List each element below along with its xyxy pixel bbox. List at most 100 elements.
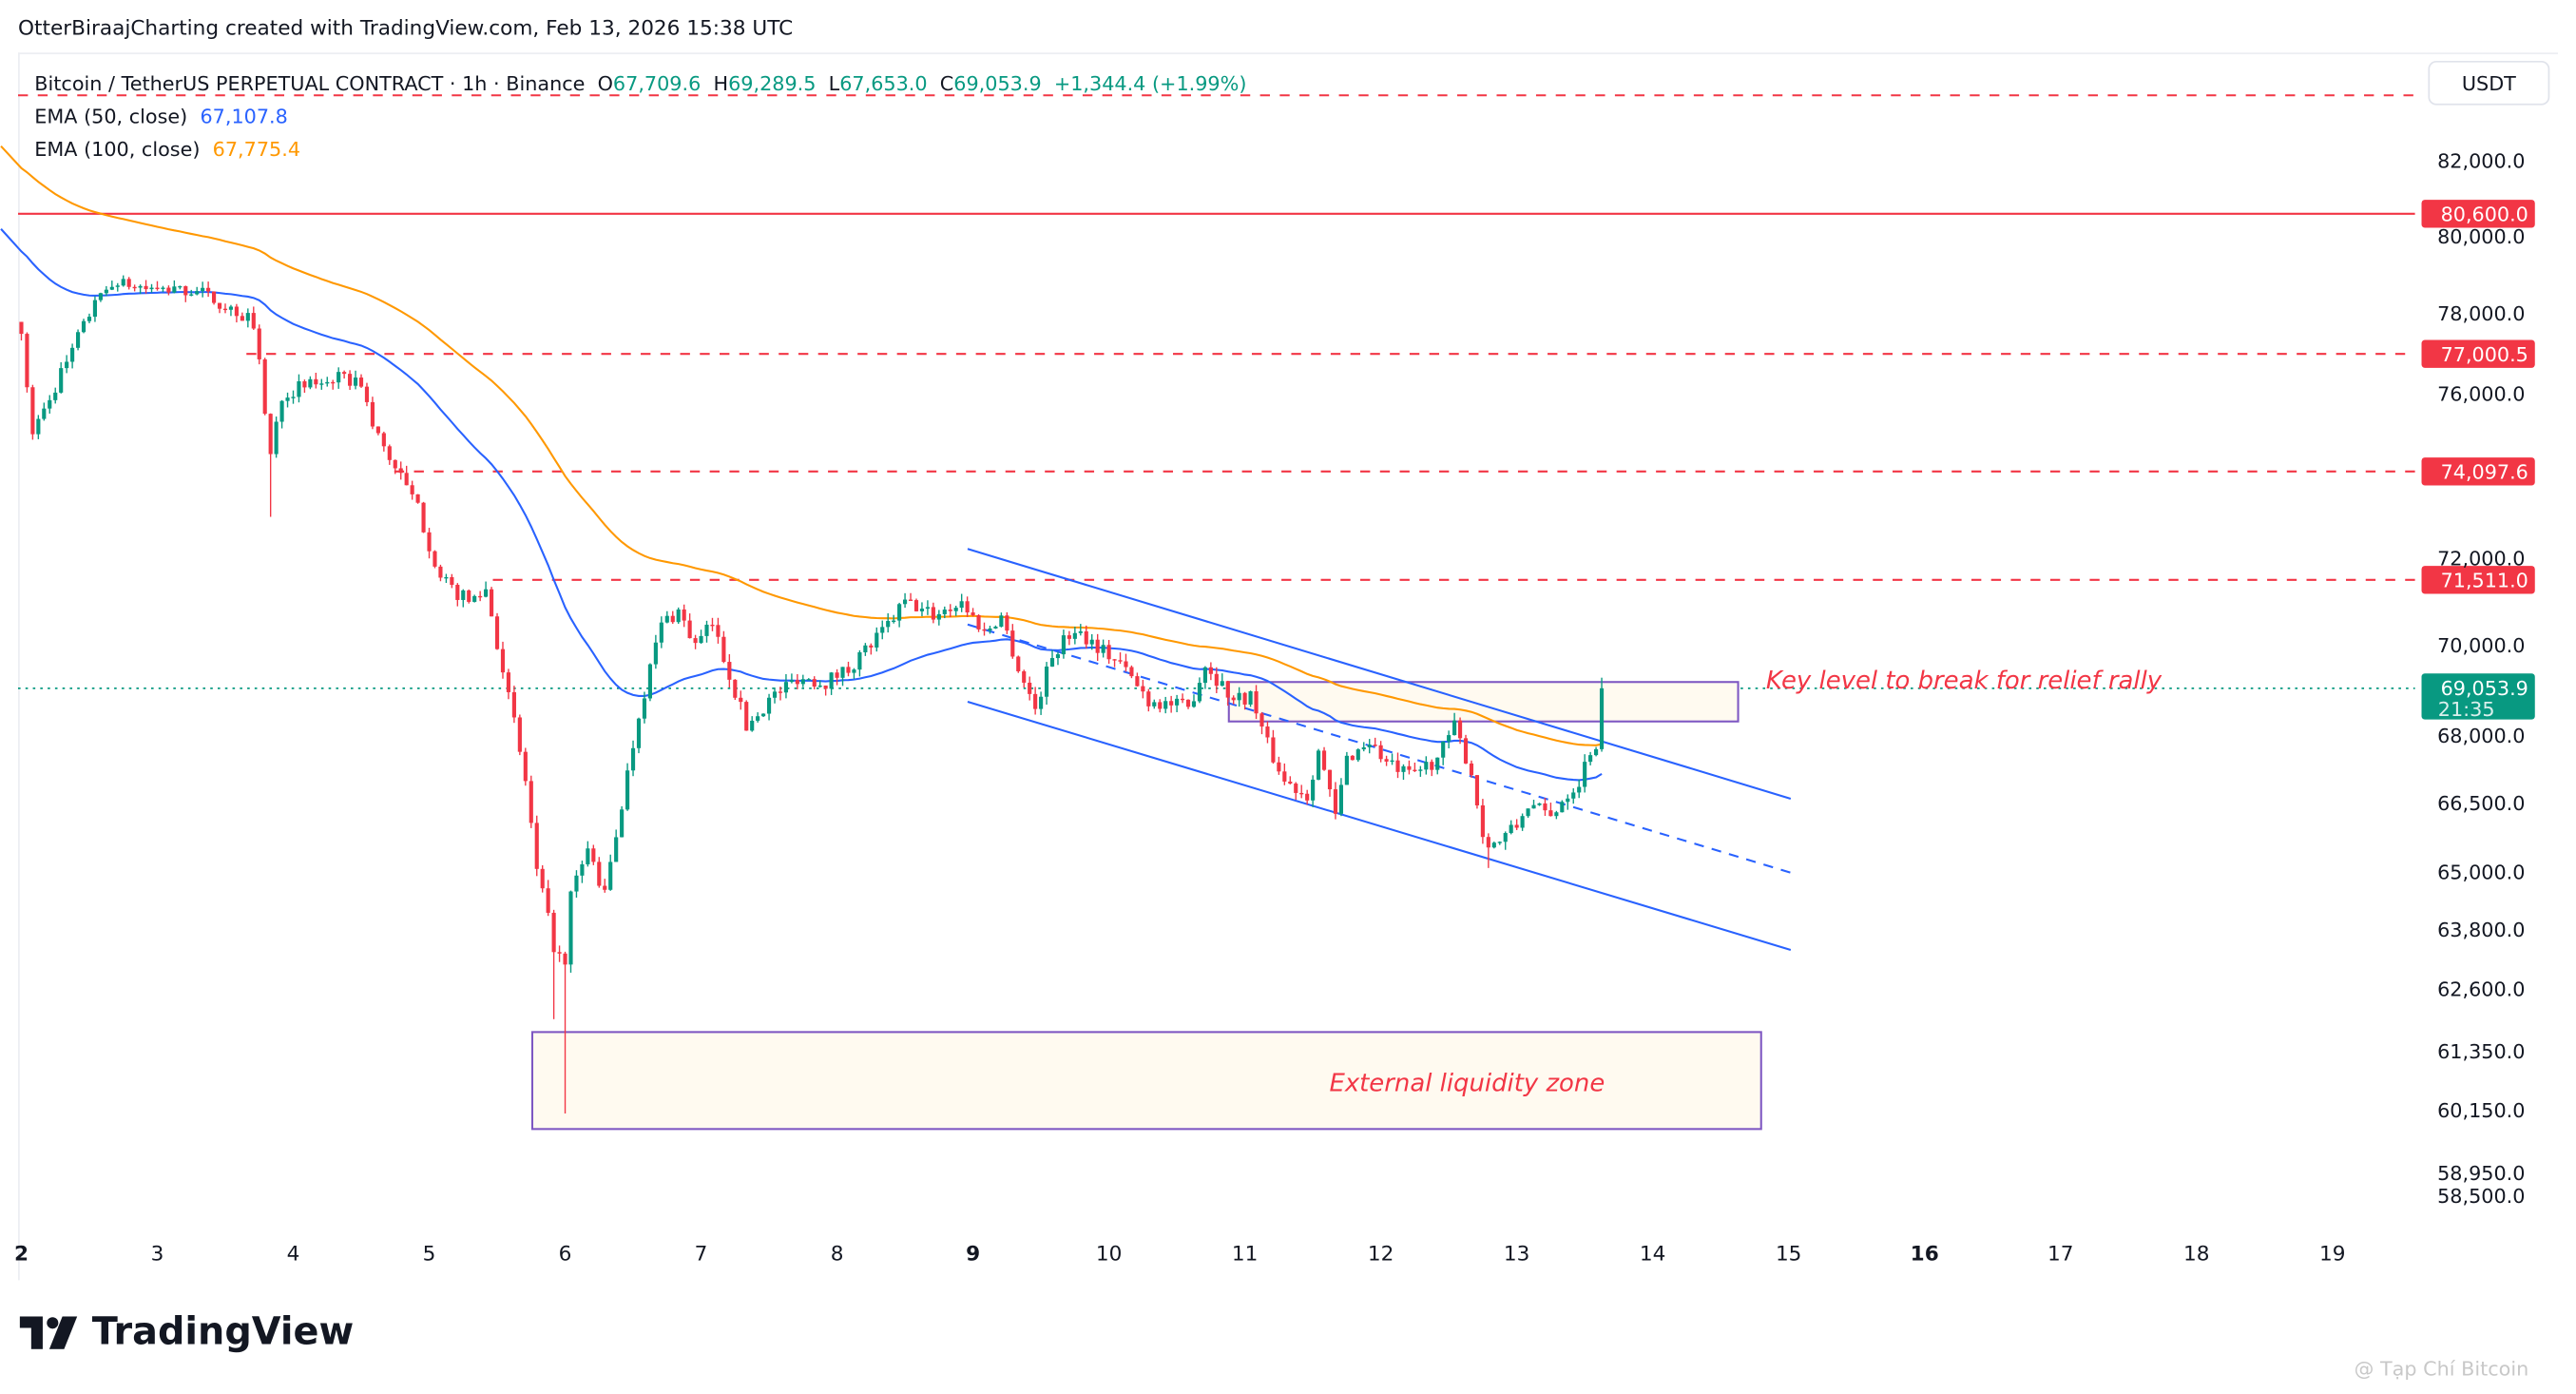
candle-body — [1447, 735, 1451, 742]
candle-body — [869, 645, 874, 648]
candle — [336, 367, 341, 389]
channel-lower-line — [967, 700, 1792, 951]
candle-body — [319, 383, 324, 385]
candle — [875, 627, 879, 652]
candle-body — [506, 672, 511, 692]
candle-body — [1338, 784, 1343, 814]
chart-legend: Bitcoin / TetherUS PERPETUAL CONTRACT · … — [34, 68, 1246, 166]
tradingview-logo[interactable]: TradingView — [19, 1311, 354, 1354]
candle — [1526, 808, 1530, 819]
candle-body — [1435, 757, 1440, 770]
ema50-row[interactable]: EMA (50, close) 67,107.8 — [34, 100, 1246, 133]
candle-body — [308, 378, 313, 388]
candle-body — [1242, 692, 1247, 705]
candle — [1277, 756, 1281, 775]
candle-body — [653, 642, 658, 665]
level-price-label: 80,600.0 — [2441, 203, 2528, 226]
candle-body — [195, 291, 200, 295]
candle-body — [625, 770, 630, 810]
candle — [965, 596, 970, 617]
candle-body — [342, 372, 347, 375]
candle-body — [863, 645, 868, 652]
ema100-row[interactable]: EMA (100, close) 67,775.4 — [34, 133, 1246, 166]
candle — [789, 673, 794, 684]
candle — [172, 280, 177, 294]
candle — [1282, 763, 1287, 785]
date-tick-label: 2 — [14, 1243, 29, 1267]
candle — [1129, 665, 1134, 679]
candle — [636, 717, 642, 754]
symbol-name[interactable]: Bitcoin / TetherUS PERPETUAL CONTRACT · … — [34, 72, 586, 96]
candle-body — [1214, 673, 1219, 687]
candle-body — [245, 313, 250, 321]
candle — [625, 763, 630, 811]
currency-button[interactable]: USDT — [2428, 60, 2550, 106]
candle-body — [1441, 741, 1446, 758]
candle — [228, 304, 234, 317]
candle-body — [614, 837, 619, 862]
candle-body — [381, 433, 386, 447]
candle — [1141, 679, 1145, 699]
candle-body — [81, 320, 87, 333]
candle-body — [450, 576, 454, 586]
candle — [415, 494, 420, 504]
candle — [1317, 748, 1321, 781]
candle — [59, 361, 64, 394]
candle — [1259, 711, 1264, 735]
candle-body — [795, 680, 799, 685]
candle — [75, 329, 81, 351]
candle-body — [1560, 802, 1565, 813]
candle — [48, 395, 52, 414]
candle-body — [976, 614, 981, 629]
candle-body — [800, 679, 805, 685]
candle — [279, 399, 284, 429]
candle-body — [1039, 696, 1044, 709]
candle — [404, 465, 409, 486]
candle-body — [48, 399, 52, 409]
candle — [1418, 765, 1423, 777]
candle-body — [942, 610, 947, 614]
candle — [472, 594, 477, 603]
candle — [756, 712, 760, 723]
candle-body — [212, 291, 217, 303]
candle — [161, 285, 165, 293]
date-tick-label: 13 — [1504, 1243, 1529, 1267]
candle — [1044, 662, 1049, 706]
candle-body — [642, 698, 647, 719]
candle-body — [1299, 792, 1304, 795]
candle-body — [733, 679, 738, 698]
candle — [551, 909, 556, 1019]
candle — [517, 714, 522, 756]
candle — [1401, 764, 1406, 781]
candle-body — [1231, 697, 1236, 701]
candle-body — [936, 613, 941, 620]
candle — [398, 461, 403, 480]
candle — [948, 604, 952, 618]
candle — [138, 284, 143, 295]
candle-body — [1288, 781, 1293, 784]
candle — [586, 841, 590, 867]
candle-body — [750, 720, 755, 731]
candle-body — [852, 669, 856, 673]
candle — [1344, 751, 1349, 785]
candle-body — [574, 875, 579, 892]
candle — [1395, 752, 1400, 779]
candle — [1089, 633, 1094, 650]
candle-body — [511, 691, 516, 718]
ema50-label: EMA (50, close) — [34, 105, 188, 128]
candle-body — [1294, 784, 1298, 793]
candle-body — [1407, 765, 1412, 770]
candle-body — [427, 532, 432, 552]
candle-body — [704, 624, 709, 636]
candle-body — [1311, 779, 1316, 801]
candle — [852, 668, 856, 680]
candle-body — [325, 381, 330, 384]
candle-body — [993, 627, 998, 629]
candle-body — [19, 321, 24, 335]
candle-body — [262, 358, 267, 415]
date-tick-label: 14 — [1640, 1243, 1665, 1267]
candle — [1265, 721, 1270, 744]
candle — [959, 593, 964, 612]
candle — [206, 281, 211, 298]
